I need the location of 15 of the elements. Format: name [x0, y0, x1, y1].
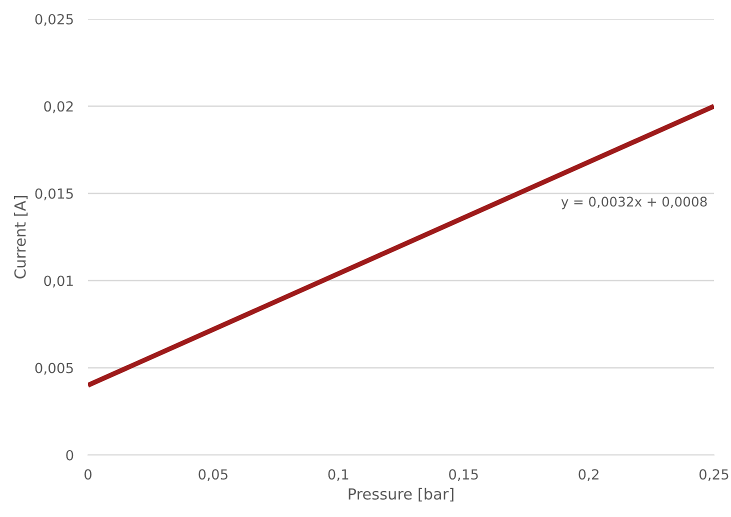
- y-tick-label: 0,02: [44, 101, 73, 114]
- y-tick-label: 0,015: [35, 188, 73, 200]
- x-tick-label: 0,1: [328, 469, 348, 482]
- x-tick-label: 0,05: [198, 469, 228, 482]
- y-tick-label: 0,005: [35, 362, 73, 375]
- y-tick-label: 0,01: [44, 276, 73, 288]
- y-axis-title: Current [A]: [14, 196, 28, 278]
- x-tick-label: 0,25: [699, 469, 728, 482]
- y-tick-label: 0,025: [35, 14, 73, 26]
- y-tick-label: 0: [66, 450, 74, 460]
- x-tick-label: 0,15: [449, 469, 478, 482]
- x-tick-label: 0: [84, 469, 92, 480]
- x-tick-label: 0,2: [578, 469, 598, 482]
- annotation: y = 0,0032x + 0,0008: [561, 196, 707, 210]
- x-axis-title: Pressure [bar]: [348, 488, 454, 502]
